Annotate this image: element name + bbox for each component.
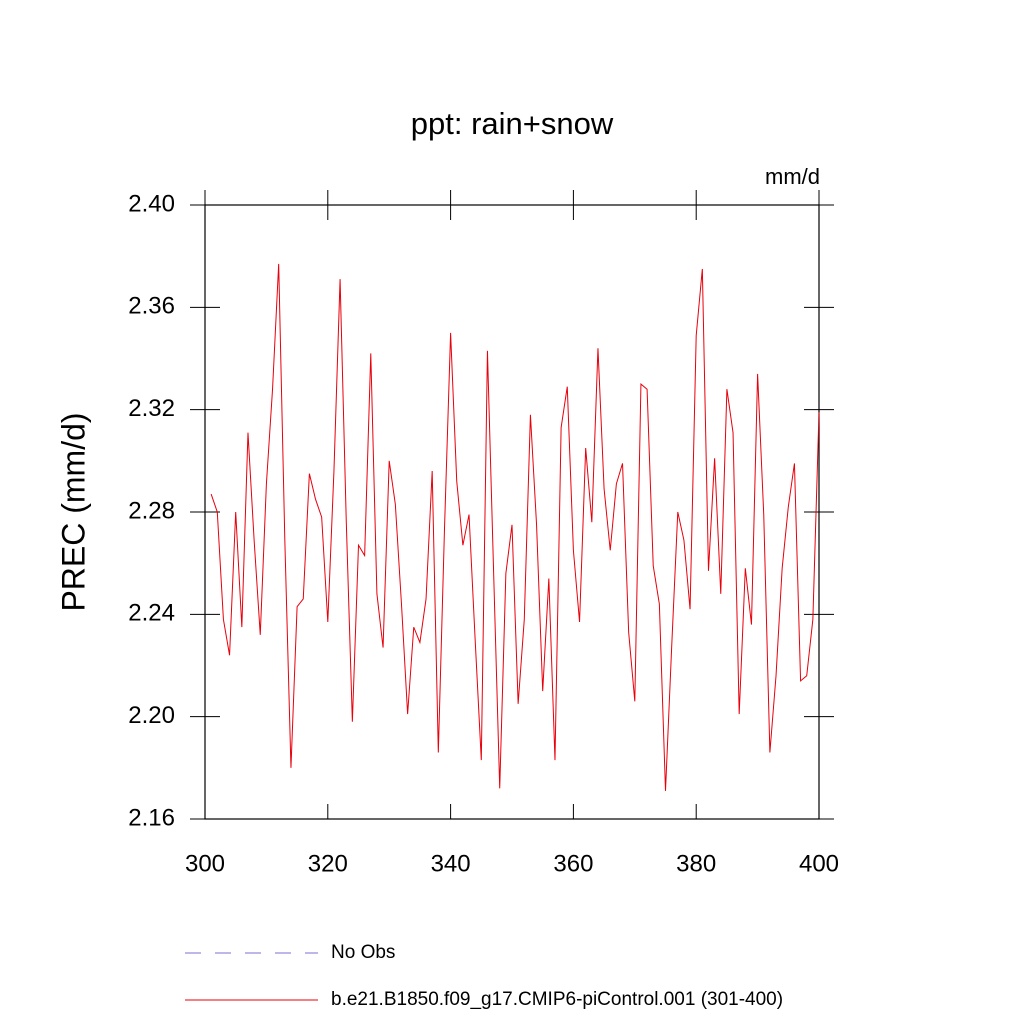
y-tick-label: 2.28 <box>128 497 175 524</box>
data-line <box>210 263 820 791</box>
x-tick-label: 360 <box>553 850 593 877</box>
y-axis-label: PREC (mm/d) <box>55 412 91 611</box>
units-label: mm/d <box>765 164 820 189</box>
y-tick-label: 2.16 <box>128 804 175 831</box>
y-tick-label: 2.36 <box>128 293 175 320</box>
legend-label: No Obs <box>331 942 395 963</box>
y-tick-label: 2.24 <box>128 600 175 627</box>
legend-label: b.e21.B1850.f09_g17.CMIP6-piControl.001 … <box>331 989 783 1010</box>
x-tick-label: 340 <box>431 850 471 877</box>
y-tick-label: 2.40 <box>128 190 175 217</box>
x-tick-label: 400 <box>799 850 839 877</box>
chart-title: ppt: rain+snow <box>411 106 614 141</box>
x-tick-label: 320 <box>308 850 348 877</box>
x-tick-label: 300 <box>185 850 225 877</box>
y-tick-label: 2.32 <box>128 395 175 422</box>
x-tick-label: 380 <box>676 850 716 877</box>
y-tick-label: 2.20 <box>128 702 175 729</box>
plot-frame <box>204 204 820 820</box>
